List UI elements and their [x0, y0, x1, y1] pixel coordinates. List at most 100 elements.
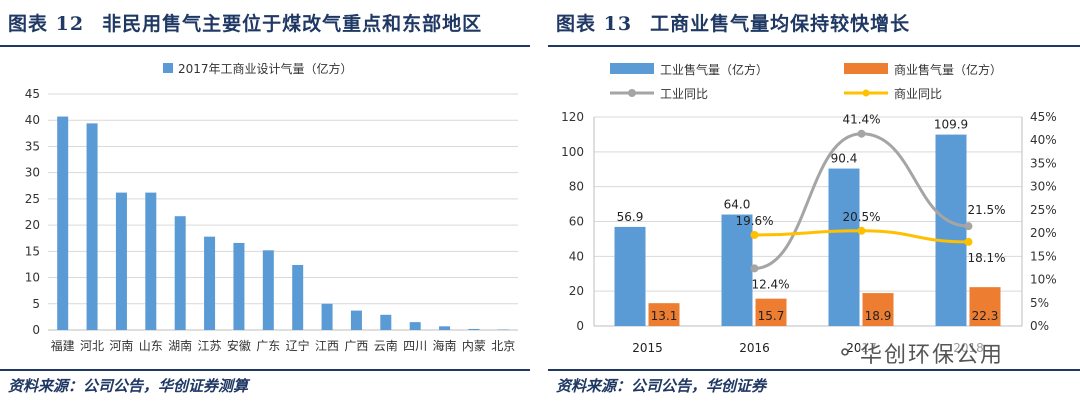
legend-label-industrial: 工业售气量（亿方） [660, 62, 768, 77]
industrial-yoy-data-label: 12.4% [751, 277, 789, 291]
x-tick-label: 江苏 [198, 339, 222, 353]
data-label-industrial: 109.9 [934, 118, 968, 132]
bar-湖南 [174, 216, 186, 330]
bar-河北 [86, 123, 98, 330]
legend-marker-commercial-yoy [862, 89, 870, 97]
data-label-commercial: 15.7 [758, 309, 785, 323]
x-tick-label: 云南 [374, 338, 398, 353]
bar-广东 [262, 250, 274, 330]
figure-12-source: 资料来源：公司公告，华创证券测算 [8, 377, 249, 395]
bar-industrial-2018 [935, 134, 967, 326]
watermark: ⚬ 华创环保公用 [830, 337, 1078, 369]
y2-tick-label: 0% [1030, 319, 1049, 333]
legend-marker-industrial-yoy [628, 89, 636, 97]
data-label-industrial: 90.4 [831, 152, 858, 166]
figure-13-bottom-rule [548, 369, 1080, 371]
bar-内蒙 [468, 328, 480, 330]
y2-tick-label: 30% [1030, 180, 1057, 194]
figure-13-top-rule [548, 45, 1080, 47]
y-tick-label: 80 [569, 180, 584, 194]
figure-13-heading: 工商业售气量均保持较快增长 [650, 13, 911, 35]
gas-sales-combo-chart: 工业售气量（亿方） 商业售气量（亿方） 工业同比 商业同比 0 20 40 60 80 100 12… [561, 62, 1057, 355]
figure-13-label: 图表 13 [556, 13, 633, 35]
y2-tick-label: 5% [1030, 296, 1049, 310]
x-tick-label: 江西 [315, 339, 339, 353]
industrial-yoy-data-label: 41.4% [842, 113, 880, 127]
data-label-industrial: 64.0 [724, 198, 751, 212]
commercial-yoy-marker [964, 237, 973, 246]
y-tick-label: 40 [569, 249, 584, 263]
bar-云南 [380, 314, 392, 330]
commercial-yoy-marker [750, 230, 759, 239]
y-tick-label: 20 [569, 284, 584, 298]
figure-12-title: 图表 12 非民用售气主要位于煤改气重点和东部地区 [8, 4, 482, 44]
x-tick-label: 广西 [344, 339, 368, 353]
legend-swatch-left [163, 63, 173, 73]
y2-tick-label: 35% [1030, 156, 1057, 170]
commercial-yoy-data-label: 18.1% [967, 251, 1005, 265]
y-tick-label: 30 [25, 166, 40, 180]
bar-山东 [145, 192, 157, 330]
data-label-commercial: 18.9 [865, 309, 892, 323]
legend-label-left: 2017年工商业设计气量（亿方） [178, 61, 353, 76]
y-tick-label: 60 [569, 215, 584, 229]
figure-13-panel: 图表 13 工商业售气量均保持较快增长 工业售气量（亿方） 商业售气量（亿方） 工业同… [548, 0, 1080, 403]
x-tick-label: 广东 [256, 339, 280, 353]
bar-河南 [115, 192, 127, 330]
y-tick-label: 10 [25, 271, 40, 285]
x-tick-label: 海南 [433, 338, 457, 353]
wechat-icon: ⚬ [835, 340, 855, 366]
figure-12-bottom-rule [0, 369, 530, 371]
y2-tick-label: 15% [1030, 249, 1057, 263]
bar-industrial-2017 [828, 168, 860, 326]
y-tick-label: 100 [561, 145, 584, 159]
legend-swatch-industrial [610, 63, 654, 74]
y2-tick-label: 10% [1030, 273, 1057, 287]
data-label-industrial: 56.9 [617, 210, 644, 224]
legend-label-industrial-yoy: 工业同比 [660, 87, 708, 101]
y-tick-label: 5 [32, 297, 40, 311]
x-tick-label: 2016 [739, 341, 770, 355]
y-tick-label: 45 [25, 87, 40, 101]
legend-label-commercial: 商业售气量（亿方） [894, 62, 1002, 77]
y-tick-label: 40 [25, 113, 40, 127]
industrial-yoy-marker [750, 264, 759, 273]
figure-12-panel: 图表 12 非民用售气主要位于煤改气重点和东部地区 2017年工商业设计气量（亿方… [0, 0, 530, 403]
y2-tick-label: 45% [1030, 110, 1057, 124]
bar-industrial-2015 [614, 226, 646, 326]
figure-12-label: 图表 12 [8, 13, 85, 35]
bar-广西 [350, 310, 362, 330]
figure-13-title: 图表 13 工商业售气量均保持较快增长 [556, 4, 910, 44]
industrial-yoy-marker [964, 222, 973, 231]
x-tick-label: 河北 [80, 339, 104, 353]
y-tick-label: 15 [25, 244, 40, 258]
x-tick-label: 四川 [403, 339, 427, 353]
bar-辽宁 [292, 264, 304, 330]
y-tick-label: 120 [561, 110, 584, 124]
watermark-text: 华创环保公用 [860, 337, 1005, 369]
province-bar-chart: 2017年工商业设计气量（亿方） 0 5 10 15 20 25 30 35 40 45 福建 河北 河南… [25, 61, 518, 353]
figure-12-heading: 非民用售气主要位于煤改气重点和东部地区 [102, 13, 483, 35]
y2-tick-label: 20% [1030, 226, 1057, 240]
data-label-commercial: 13.1 [651, 309, 678, 323]
x-tick-label: 湖南 [168, 338, 192, 353]
bar-commercial-2017 [862, 293, 894, 326]
industrial-yoy-marker [857, 129, 866, 138]
y-tick-label: 25 [25, 192, 40, 206]
bar-commercial-2016 [755, 298, 787, 326]
x-tick-label: 内蒙 [462, 339, 486, 353]
commercial-yoy-data-label: 19.6% [735, 214, 773, 228]
bar-安徽 [233, 242, 245, 330]
x-tick-label: 安徽 [227, 338, 251, 353]
x-tick-label: 山东 [139, 339, 163, 353]
bar-江西 [321, 303, 333, 330]
commercial-yoy-data-label: 20.5% [842, 210, 880, 224]
y2-tick-label: 25% [1030, 203, 1057, 217]
figure-12-top-rule [0, 45, 530, 47]
legend-swatch-commercial [844, 63, 888, 74]
x-tick-label: 福建 [51, 338, 75, 353]
y-tick-label: 35 [25, 139, 40, 153]
legend-label-commercial-yoy: 商业同比 [894, 86, 942, 101]
bar-commercial-2018 [969, 287, 1001, 326]
bar-commercial-2015 [648, 303, 680, 326]
